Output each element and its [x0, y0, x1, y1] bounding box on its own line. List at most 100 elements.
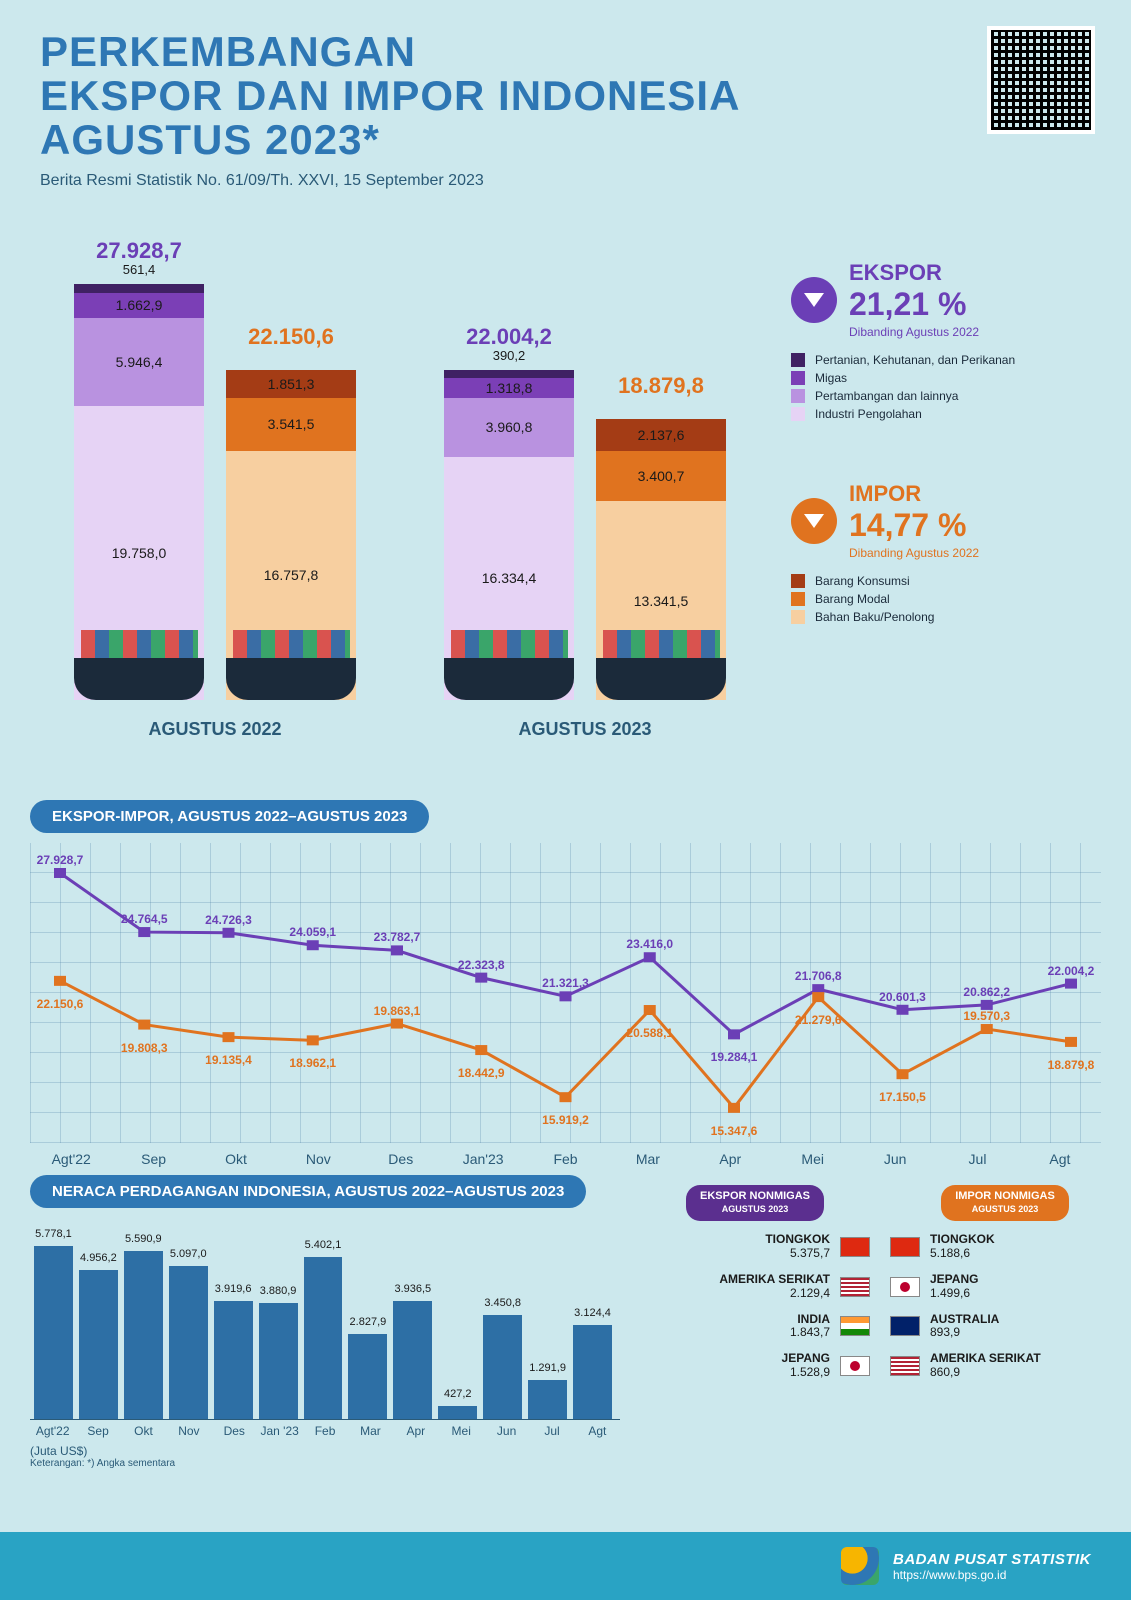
x-tick: Okt [195, 1151, 277, 1167]
summary-ekspor: EKSPOR 21,21 % Dibanding Agustus 2022 Pe… [791, 260, 1091, 421]
legend-item: Barang Konsumsi [791, 574, 1091, 588]
bar-chart: 5.778,14.956,25.590,95.097,03.919,63.880… [30, 1220, 620, 1420]
legend-item: Pertambangan dan lainnya [791, 389, 1091, 403]
x-tick: Agt [575, 1424, 620, 1438]
impor-title: IMPOR [849, 481, 979, 507]
partner-label: INDIA1.843,7 [790, 1313, 830, 1341]
point-label: 24.726,3 [205, 913, 252, 927]
partner-label: AMERIKA SERIKAT2.129,4 [719, 1273, 830, 1301]
marker-impor [897, 1069, 909, 1079]
legend-item: Migas [791, 371, 1091, 385]
x-tick: Des [212, 1424, 257, 1438]
partner-label: JEPANG1.528,9 [782, 1352, 830, 1380]
x-tick: Okt [121, 1424, 166, 1438]
trade-balance-bar: 5.778,1 [34, 1246, 73, 1419]
header: PERKEMBANGANEKSPOR DAN IMPOR INDONESIAAG… [0, 0, 1131, 200]
point-label: 18.962,1 [289, 1056, 336, 1070]
bar-segment: 561,4 [74, 284, 204, 292]
bar-total: 18.879,8 [596, 373, 726, 399]
marker-impor [138, 1020, 150, 1030]
ekspor-title: EKSPOR [849, 260, 979, 286]
down-arrow-icon [791, 277, 837, 323]
bar-value-label: 3.124,4 [574, 1307, 611, 1319]
ship-icon [226, 658, 356, 700]
point-label: 23.782,7 [374, 930, 421, 944]
bar-segment: 3.960,8 [444, 398, 574, 457]
x-tick: Jun [854, 1151, 936, 1167]
partner-label: AUSTRALIA893,9 [930, 1313, 999, 1341]
trade-balance-bar: 5.590,9 [124, 1251, 163, 1419]
bar-value-label: 3.936,5 [394, 1283, 431, 1295]
line-chart-xaxis: Agt'22SepOktNovDesJan'23FebMarAprMeiJunJ… [30, 1151, 1101, 1167]
point-label: 20.601,3 [879, 990, 926, 1004]
x-tick: Agt [1019, 1151, 1101, 1167]
bar-footnote: Keterangan: *) Angka sementara [30, 1458, 1101, 1469]
trade-balance-bar: 3.936,5 [393, 1301, 432, 1419]
ekspor-pct: 21,21 % [849, 286, 979, 323]
line-chart-title: EKSPOR-IMPOR, AGUSTUS 2022–AGUSTUS 2023 [30, 800, 429, 833]
partner-value: 1.843,7 [790, 1326, 830, 1340]
legend-label: Migas [815, 371, 847, 385]
bar-value-label: 3.880,9 [260, 1285, 297, 1297]
bar-total: 22.150,6 [226, 324, 356, 350]
bps-logo-icon [841, 1547, 879, 1585]
stacked-bars-area: 27.928,7561,41.662,95.946,419.758,022.15… [40, 230, 790, 770]
partner-item: JEPANG1.528,9 [640, 1352, 870, 1380]
bar-total: 27.928,7 [74, 238, 204, 264]
trade-balance-bar: 1.291,9 [528, 1380, 567, 1419]
legend-item: Industri Pengolahan [791, 407, 1091, 421]
trade-balance-bar: 5.402,1 [304, 1257, 343, 1419]
x-tick: Jan'23 [442, 1151, 524, 1167]
point-label: 22.323,8 [458, 958, 505, 972]
legend-item: Bahan Baku/Penolong [791, 610, 1091, 624]
legend-label: Barang Modal [815, 592, 890, 606]
x-tick: Mar [348, 1424, 393, 1438]
bar-segment: 1.318,8 [444, 378, 574, 398]
bar-segment: 390,2 [444, 370, 574, 378]
point-label: 24.764,5 [121, 912, 168, 926]
partner-item: AMERIKA SERIKAT860,9 [890, 1352, 1120, 1380]
impor-pct: 14,77 % [849, 507, 979, 544]
bar-segment: 2.137,6 [596, 419, 726, 451]
partner-value: 860,9 [930, 1366, 1041, 1380]
partner-label: TIONGKOK5.188,6 [930, 1233, 995, 1261]
bar-chart-title: NERACA PERDAGANGAN INDONESIA, AGUSTUS 20… [30, 1175, 586, 1208]
swatch [791, 371, 805, 385]
footer: BADAN PUSAT STATISTIK https://www.bps.go… [0, 1532, 1131, 1600]
line-series-ekspor [60, 873, 1071, 1034]
point-label: 21.321,3 [542, 976, 589, 990]
point-label: 27.928,7 [37, 853, 84, 867]
point-label: 20.588,1 [626, 1026, 673, 1040]
page-subtitle: Berita Resmi Statistik No. 61/09/Th. XXV… [40, 172, 1091, 190]
x-tick: Mei [772, 1151, 854, 1167]
flag-icon [890, 1237, 920, 1257]
footer-title: BADAN PUSAT STATISTIK [893, 1551, 1091, 1568]
bar-value-label: 4.956,2 [80, 1252, 117, 1264]
ship-icon [596, 658, 726, 700]
marker-ekspor [391, 945, 403, 955]
flag-icon [890, 1316, 920, 1336]
swatch [791, 389, 805, 403]
legend-item: Barang Modal [791, 592, 1091, 606]
swatch [791, 574, 805, 588]
bar-value-label: 2.827,9 [350, 1316, 387, 1328]
point-label: 19.808,3 [121, 1041, 168, 1055]
bar-total: 22.004,2 [444, 324, 574, 350]
line-chart-panel: EKSPOR-IMPOR, AGUSTUS 2022–AGUSTUS 2023 … [30, 800, 1101, 1160]
swatch [791, 592, 805, 606]
x-tick: Jan '23 [257, 1424, 302, 1438]
point-label: 21.279,6 [795, 1013, 842, 1027]
bar-value-label: 3.919,6 [215, 1283, 252, 1295]
x-tick: Nov [277, 1151, 359, 1167]
ekspor-legend: Pertanian, Kehutanan, dan PerikananMigas… [791, 353, 1091, 421]
marker-impor [475, 1045, 487, 1055]
x-tick: Apr [393, 1424, 438, 1438]
partner-value: 5.375,7 [765, 1247, 830, 1261]
partner-item: TIONGKOK5.375,7 [640, 1233, 870, 1261]
marker-ekspor [307, 940, 319, 950]
partner-pill: IMPOR NONMIGASAGUSTUS 2023 [941, 1185, 1069, 1221]
marker-ekspor [223, 928, 235, 938]
partner-label: AMERIKA SERIKAT860,9 [930, 1352, 1041, 1380]
x-tick: Agt'22 [30, 1424, 75, 1438]
trade-balance-bar: 3.450,8 [483, 1315, 522, 1419]
